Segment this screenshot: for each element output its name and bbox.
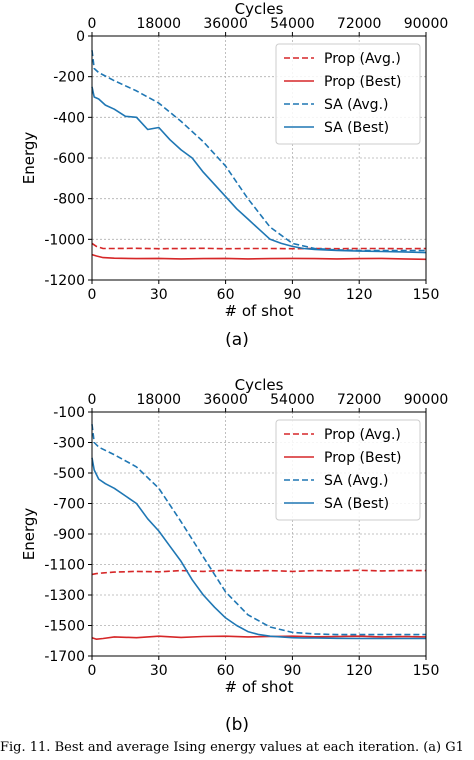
chart-a-x-tick-label: 0 <box>88 287 97 303</box>
chart-a-y-tick-label: -200 <box>53 70 85 86</box>
chart-b-y-tick-label: -300 <box>53 436 85 452</box>
chart-b-y-tick-label: -100 <box>53 405 85 421</box>
chart-a-legend-label-2: SA (Avg.) <box>324 97 388 113</box>
chart-a-legend-box <box>275 43 421 145</box>
figure-caption: Fig. 11. Best and average Ising energy v… <box>0 740 464 755</box>
chart-b-x-tick-label: 60 <box>217 663 235 679</box>
chart-b-top-tick-label: 54000 <box>270 392 315 408</box>
chart-b-x-tick-label: 150 <box>413 663 440 679</box>
panel-label-a: (a) <box>225 330 249 350</box>
chart-a-series-line-1 <box>91 253 427 261</box>
chart-a-y-tick-label: 0 <box>76 29 85 45</box>
chart-a-top-tick-label: 54000 <box>270 16 315 32</box>
chart-a-x-tick-label: 120 <box>346 287 373 303</box>
chart-a-x-tick-label: 60 <box>217 287 235 303</box>
chart-a-series-line-2 <box>91 50 426 252</box>
chart-a: 0 30 60 90 120 150 0 18000 36000 54000 72000 90000 0… <box>20 0 449 320</box>
chart-b-series-line-0 <box>91 569 426 576</box>
chart-b-top-tick-label: 0 <box>88 392 97 408</box>
chart-b-y-tick-label: -500 <box>53 466 85 482</box>
chart-a-top-tick-label: 18000 <box>137 16 182 32</box>
chart-a-y-tick-label: -400 <box>53 110 85 126</box>
chart-a-top-tick-label: 0 <box>88 16 97 32</box>
chart-b-x-axis-label: # of shot <box>225 678 294 696</box>
chart-a-y-tick-label: -1200 <box>44 273 85 289</box>
chart-b-x-tick-label: 0 <box>88 663 97 679</box>
chart-b-y-tick-label: -700 <box>53 497 85 513</box>
chart-b-legend-label-2: SA (Avg.) <box>324 473 388 489</box>
chart-a-series-line-0 <box>91 242 427 250</box>
chart-b-legend-label-3: SA (Best) <box>324 496 389 512</box>
chart-a-top-axis-label: Cycles <box>235 0 284 18</box>
chart-b-y-tick-label: -900 <box>53 527 85 543</box>
chart-b-x-tick-label: 120 <box>346 663 373 679</box>
chart-b-y-tick-label: -1100 <box>44 558 85 574</box>
chart-b-x-tick-label: 90 <box>283 663 301 679</box>
chart-a-x-axis-label: # of shot <box>225 302 294 320</box>
chart-b-y-axis-label: Energy <box>20 508 38 561</box>
chart-a-y-tick-label: -800 <box>53 192 85 208</box>
chart-a-legend-label-1: Prop (Best) <box>324 74 401 90</box>
chart-b-legend-label-1: Prop (Best) <box>324 450 401 466</box>
chart-a-x-tick-label: 90 <box>283 287 301 303</box>
chart-b-y-tick-label: -1300 <box>44 588 85 604</box>
chart-a-x-tick-label: 30 <box>150 287 168 303</box>
panel-label-b: (b) <box>224 715 250 735</box>
chart-b-y-tick-label: -1500 <box>44 619 85 635</box>
chart-b-top-axis-label: Cycles <box>235 376 284 394</box>
chart-b-series-line-1 <box>91 635 427 641</box>
chart-b-legend-box <box>275 419 421 521</box>
chart-b-top-tick-label: 18000 <box>137 392 182 408</box>
chart-a-legend-label-0: Prop (Avg.) <box>324 51 401 67</box>
chart-a-y-tick-label: -1000 <box>44 232 85 248</box>
chart-a-series-line-3 <box>91 86 427 254</box>
chart-a-legend-label-3: SA (Best) <box>324 120 389 136</box>
chart-b-x-tick-label: 30 <box>150 663 168 679</box>
chart-a-y-tick-label: -600 <box>53 151 85 167</box>
chart-b-top-tick-label: 72000 <box>337 392 382 408</box>
chart-a-x-tick-label: 150 <box>413 287 440 303</box>
chart-b-legend-label-0: Prop (Avg.) <box>324 427 401 443</box>
chart-b-y-tick-label: -1700 <box>44 649 85 665</box>
chart-a-top-tick-label: 36000 <box>203 16 248 32</box>
chart-b-top-tick-label: 90000 <box>404 392 449 408</box>
chart-b-series-line-3 <box>91 457 426 640</box>
chart-b-top-tick-label: 36000 <box>203 392 248 408</box>
chart-a-y-axis-label: Energy <box>20 132 38 185</box>
chart-b-series-line-2 <box>91 424 426 636</box>
chart-a-top-tick-label: 90000 <box>404 16 449 32</box>
chart-b: 0 30 60 90 120 150 0 18000 36000 54000 72000 90000 -… <box>20 376 449 696</box>
chart-a-top-tick-label: 72000 <box>337 16 382 32</box>
